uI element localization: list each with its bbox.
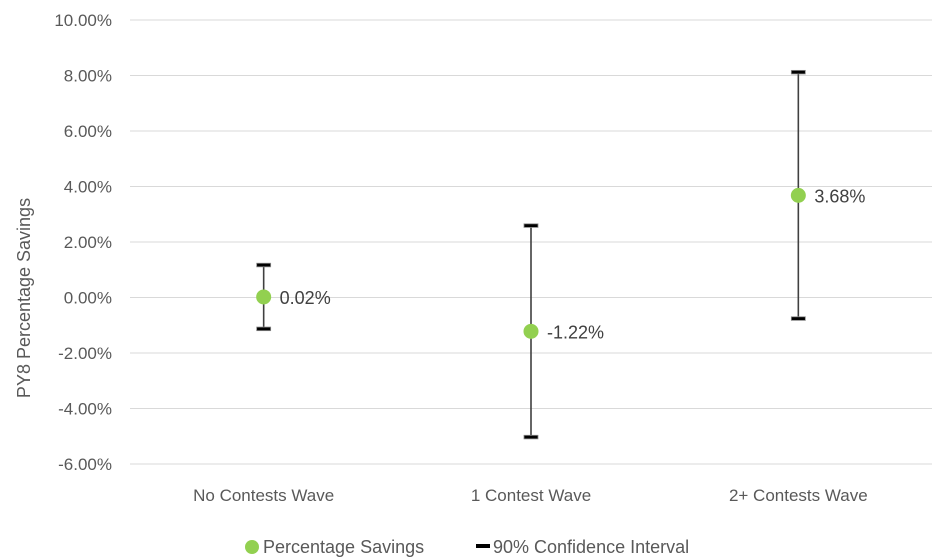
x-category-label: No Contests Wave <box>193 486 334 505</box>
savings-points <box>256 187 806 339</box>
y-tick-label: 10.00% <box>54 11 112 30</box>
y-tick-label: -4.00% <box>58 400 112 419</box>
y-tick-label: 0.00% <box>64 289 112 308</box>
savings-point <box>256 289 272 305</box>
ci-upper-cap <box>256 262 272 268</box>
y-tick-label: 4.00% <box>64 178 112 197</box>
data-label: 3.68% <box>814 186 865 206</box>
data-label: 0.02% <box>280 288 331 308</box>
y-tick-label: 6.00% <box>64 122 112 141</box>
savings-point <box>523 323 539 339</box>
x-axis-category-labels: No Contests Wave 1 Contest Wave 2+ Contest… <box>193 486 868 505</box>
ci-lower-cap <box>523 434 539 440</box>
confidence-intervals <box>256 69 806 440</box>
legend: Percentage Savings 90% Confidence Interv… <box>245 537 689 557</box>
x-category-label: 1 Contest Wave <box>471 486 591 505</box>
data-label: -1.22% <box>547 322 604 342</box>
legend-confidence-interval: 90% Confidence Interval <box>493 537 689 557</box>
x-category-label: 2+ Contests Wave <box>729 486 868 505</box>
y-axis-tick-labels: 10.00% 8.00% 6.00% 4.00% 2.00% 0.00% -2.00% -4.… <box>54 11 112 474</box>
y-axis-title: PY8 Percentage Savings <box>14 198 34 398</box>
legend-point-marker <box>245 540 259 554</box>
savings-point <box>790 187 806 203</box>
data-labels: 0.02% -1.22% 3.68% <box>280 186 866 342</box>
ci-lower-cap <box>256 326 272 332</box>
ci-upper-cap <box>523 223 539 228</box>
y-tick-label: -2.00% <box>58 344 112 363</box>
y-tick-label: -6.00% <box>58 455 112 474</box>
legend-ci-marker <box>476 544 490 548</box>
ci-lower-cap <box>790 316 806 321</box>
ci-upper-cap <box>790 69 806 75</box>
y-tick-label: 8.00% <box>64 67 112 86</box>
y-tick-label: 2.00% <box>64 233 112 252</box>
legend-percentage-savings: Percentage Savings <box>263 537 424 557</box>
